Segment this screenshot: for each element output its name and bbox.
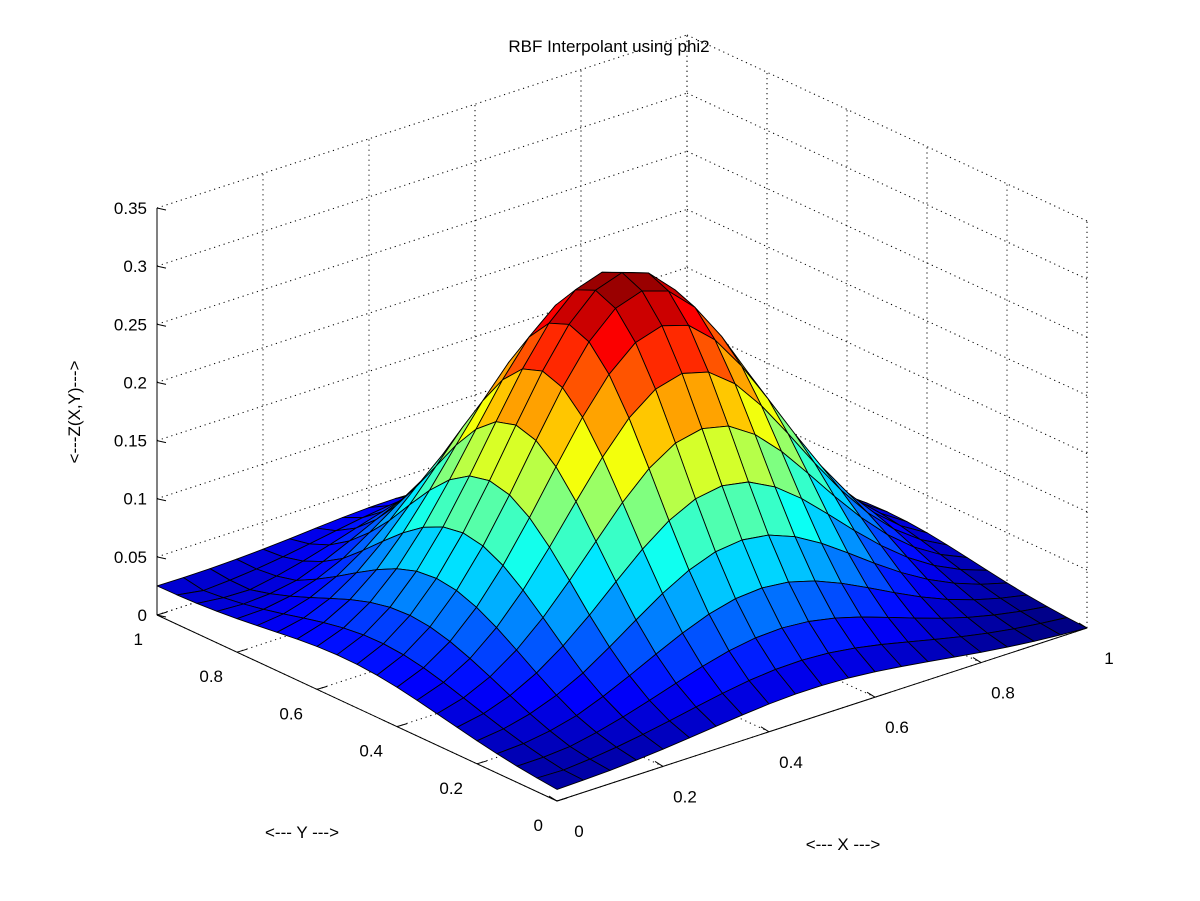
x-tick-label: 0.2 xyxy=(673,787,697,806)
grid-line-wall-x1-z1 xyxy=(686,383,1088,571)
y-axis-line xyxy=(156,614,558,802)
z-tick-label: 0.35 xyxy=(114,199,147,218)
y-tick-mark xyxy=(316,685,328,690)
x-tick-mark xyxy=(866,691,876,698)
y-tick-mark xyxy=(476,760,488,765)
grid-line-wall-x1-z4 xyxy=(686,208,1088,396)
x-tick-mark xyxy=(972,657,982,664)
z-tick-mark xyxy=(156,440,167,444)
y-tick-mark xyxy=(156,611,168,616)
z-tick-mark xyxy=(156,381,167,385)
tick-labels: 0 0.2 0.4 0.6 0.8 1 0 0.2 0.4 0.6 0.8 1 0 0.05 0.1 0.15… xyxy=(114,199,1114,841)
z-tick-label: 0.05 xyxy=(114,548,147,567)
y-tick-label: 0.6 xyxy=(279,704,303,723)
z-tick-label: 0.2 xyxy=(123,373,147,392)
z-tick-mark xyxy=(156,323,167,327)
z-axis-title: <---Z(X,Y)---> xyxy=(65,360,84,463)
grid-line-wall-x1-z2 xyxy=(686,325,1088,513)
x-tick-mark xyxy=(654,760,664,767)
axis-layer xyxy=(156,207,1088,802)
x-axis-title: <--- X ---> xyxy=(806,835,881,854)
y-tick-label: 0.4 xyxy=(359,742,383,761)
grid-line-wall-x1-z7 xyxy=(686,34,1088,222)
z-tick-mark xyxy=(156,498,167,502)
z-tick-label: 0.1 xyxy=(123,490,147,509)
surface-plot xyxy=(156,271,1088,790)
y-tick-label: 0 xyxy=(534,816,543,835)
z-tick-label: 0 xyxy=(138,606,147,625)
y-tick-label: 0.8 xyxy=(199,667,223,686)
z-tick-mark xyxy=(156,556,167,560)
x-tick-mark xyxy=(760,726,770,733)
z-tick-mark xyxy=(156,207,167,211)
y-tick-mark xyxy=(396,723,408,728)
x-tick-mark xyxy=(548,795,558,802)
surface-patch xyxy=(536,769,584,790)
y-tick-mark xyxy=(236,648,248,653)
y-tick-label: 1 xyxy=(134,630,143,649)
grid-line-wall-y1-z7 xyxy=(156,34,688,209)
x-tick-label: 0.8 xyxy=(991,684,1015,703)
grid-line-wall-x1-z5 xyxy=(686,150,1088,338)
z-tick-mark xyxy=(156,265,167,269)
x-tick-label: 1 xyxy=(1104,649,1113,668)
y-axis-title: <--- Y ---> xyxy=(265,823,339,842)
x-tick-label: 0.6 xyxy=(885,718,909,737)
z-tick-label: 0.3 xyxy=(123,257,147,276)
grid-line-wall-x1-z3 xyxy=(686,267,1088,455)
grid-line-wall-y1-z6 xyxy=(156,92,688,267)
z-tick-mark xyxy=(156,614,167,618)
x-tick-label: 0 xyxy=(574,822,583,841)
x-axis-line xyxy=(556,627,1088,802)
z-tick-label: 0.25 xyxy=(114,315,147,334)
y-tick-label: 0.2 xyxy=(439,779,463,798)
z-tick-label: 0.15 xyxy=(114,432,147,451)
x-tick-label: 0.4 xyxy=(779,753,803,772)
chart-title: RBF Interpolant using phi2 xyxy=(508,37,709,56)
grid-line-wall-x1-z6 xyxy=(686,92,1088,280)
y-tick-mark xyxy=(556,797,568,802)
